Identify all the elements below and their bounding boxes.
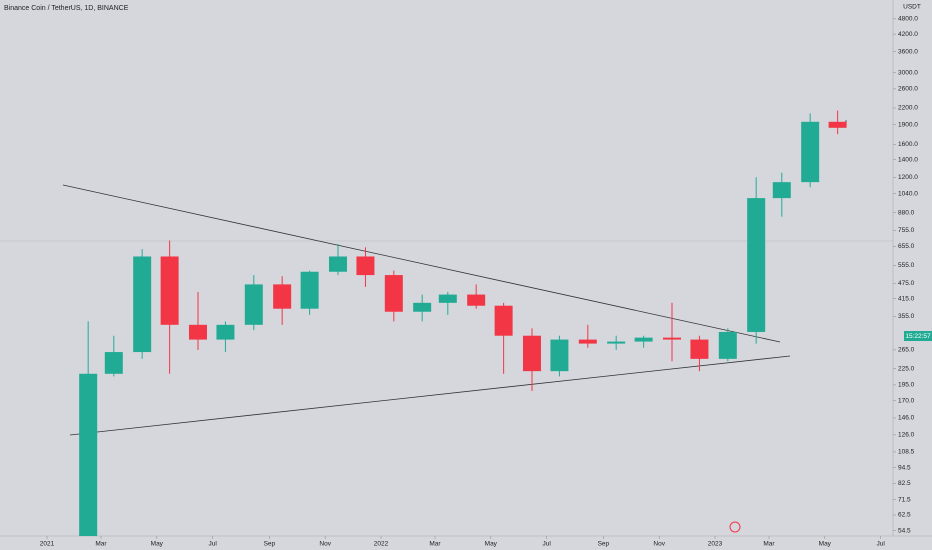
y-tick-label: 82.5: [898, 480, 911, 487]
candle-body: [550, 339, 569, 372]
y-tick-label: 4200.0: [898, 31, 918, 38]
candle-body: [578, 339, 597, 344]
candle-body: [494, 305, 513, 336]
candle-body: [104, 352, 123, 374]
trend-line-lower: [69, 355, 791, 436]
candle-body: [634, 337, 653, 342]
y-tick-label: 1200.0: [898, 174, 918, 181]
x-tick-label: Sep: [264, 541, 276, 548]
candle-body: [188, 324, 207, 340]
x-tick-label: Mar: [95, 541, 107, 548]
x-tick-label: Mar: [429, 541, 441, 548]
trend-line-upper: [62, 184, 781, 343]
candle-body: [160, 256, 179, 325]
y-tick-label: 54.5: [898, 527, 911, 534]
y-tick-label: 126.0: [898, 432, 915, 439]
candle-body: [216, 324, 235, 340]
marker-dot: [845, 120, 847, 122]
candle-body: [133, 256, 152, 353]
y-tick-label: 880.0: [898, 209, 915, 216]
candle-body: [356, 256, 375, 276]
candle-body: [772, 182, 791, 199]
candle-body: [747, 198, 766, 332]
price-box-label: 15:22:57: [905, 333, 931, 340]
y-tick-label: 195.0: [898, 382, 915, 389]
y-tick-label: 62.5: [898, 512, 911, 519]
y-tick-label: 3000.0: [898, 69, 918, 76]
x-tick-label: Nov: [653, 541, 665, 548]
y-tick-label: 655.0: [898, 243, 915, 250]
x-tick-label: May: [819, 541, 832, 548]
candle-body: [690, 339, 709, 359]
y-tick-label: 108.5: [898, 449, 915, 456]
x-tick-label: 2022: [374, 541, 389, 548]
x-tick-label: Mar: [763, 541, 775, 548]
y-tick-label: 1600.0: [898, 141, 918, 148]
candle-body: [828, 121, 847, 128]
y-tick-label: 3600.0: [898, 48, 918, 55]
y-tick-label: 71.5: [898, 496, 911, 503]
y-tick-label: 146.0: [898, 415, 915, 422]
y-tick-label: 555.0: [898, 262, 915, 269]
price-box: [904, 331, 932, 341]
x-tick-label: Sep: [598, 541, 610, 548]
y-tick-label: 170.0: [898, 397, 915, 404]
x-tick-label: 2023: [708, 541, 723, 548]
y-tick-label: 2600.0: [898, 86, 918, 93]
y-tick-label: 94.5: [898, 464, 911, 471]
chart-title: Binance Coin / TetherUS, 1D, BINANCE: [4, 5, 129, 12]
event-icon[interactable]: [729, 521, 741, 533]
candle-body: [413, 302, 432, 312]
candle-body: [438, 294, 457, 303]
candle-body: [522, 335, 541, 372]
x-tick-label: Jul: [208, 541, 217, 548]
candle-body: [467, 294, 486, 306]
y-tick-label: 225.0: [898, 365, 915, 372]
y-tick-label: 755.0: [898, 227, 915, 234]
y-tick-label: 1400.0: [898, 156, 918, 163]
candle-body: [244, 284, 263, 325]
y-unit: USDT: [903, 4, 921, 11]
candle-body: [273, 284, 292, 309]
candle-body: [607, 341, 626, 344]
candle-body: [384, 275, 403, 312]
y-tick-label: 2200.0: [898, 105, 918, 112]
candle-body: [328, 256, 347, 272]
x-tick-label: Jul: [876, 541, 885, 548]
candle-body: [662, 337, 681, 340]
candle-body: [300, 271, 319, 309]
y-tick-label: 1900.0: [898, 121, 918, 128]
x-tick-label: May: [151, 541, 164, 548]
x-tick-label: 2021: [40, 541, 55, 548]
candle-body: [79, 373, 98, 536]
x-tick-label: May: [485, 541, 498, 548]
y-tick-label: 4800.0: [898, 16, 918, 23]
x-tick-label: Jul: [542, 541, 551, 548]
candle-body: [718, 331, 737, 359]
x-tick-label: Nov: [319, 541, 331, 548]
y-tick-label: 265.0: [898, 347, 915, 354]
y-tick-label: 475.0: [898, 280, 915, 287]
y-tick-label: 415.0: [898, 295, 915, 302]
y-tick-label: 1040.0: [898, 190, 918, 197]
y-tick-label: 355.0: [898, 313, 915, 320]
candle-body: [801, 121, 820, 183]
